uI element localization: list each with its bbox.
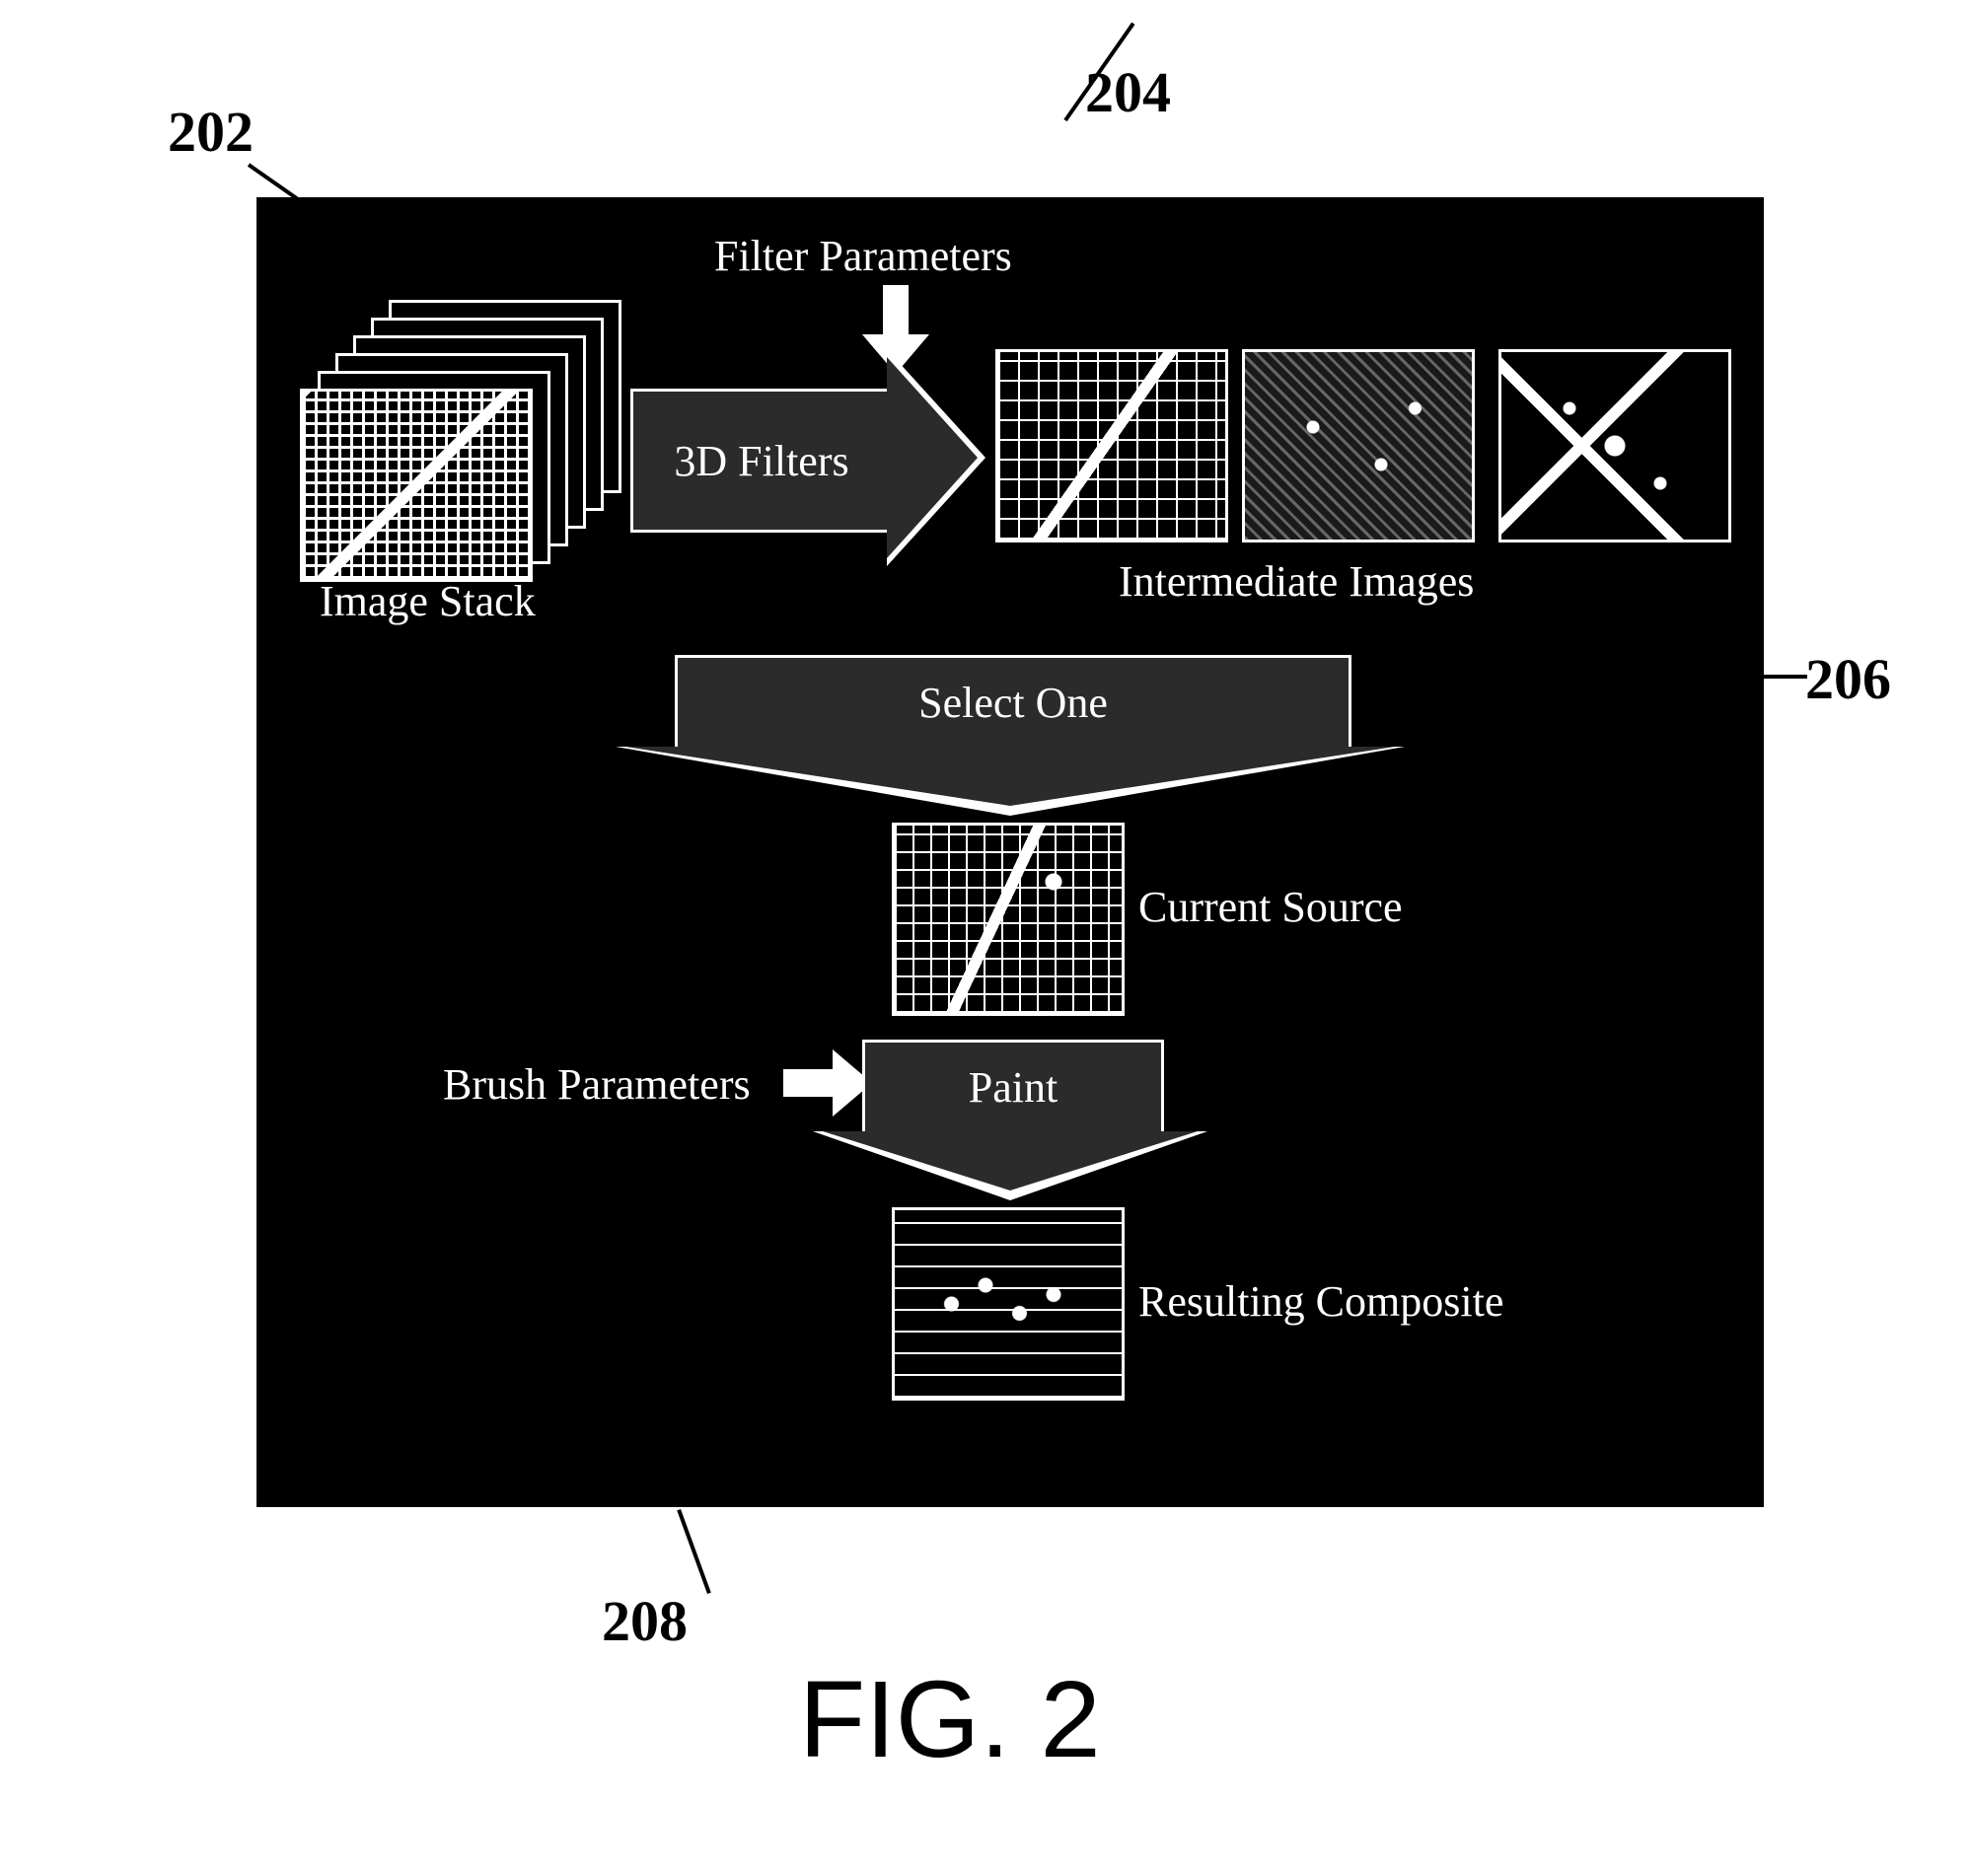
intermediate-thumb-1 bbox=[995, 349, 1228, 542]
label-image-stack: Image Stack bbox=[320, 576, 536, 626]
figure-caption: FIG. 2 bbox=[799, 1657, 1101, 1782]
label-brush-parameters: Brush Parameters bbox=[443, 1059, 751, 1110]
callout-208: 208 bbox=[602, 1588, 688, 1654]
page: 202 204 206 208 Filter Parameters Image … bbox=[0, 0, 1970, 1876]
label-select-one: Select One bbox=[918, 678, 1108, 728]
label-current-source: Current Source bbox=[1138, 882, 1403, 932]
intermediate-thumb-2 bbox=[1242, 349, 1475, 542]
leader-208 bbox=[677, 1509, 711, 1594]
diagram-panel: Filter Parameters Image Stack 3D Filters bbox=[256, 197, 1764, 1507]
label-intermediate-images: Intermediate Images bbox=[1119, 556, 1474, 607]
label-filter-parameters: Filter Parameters bbox=[714, 231, 1012, 281]
callout-202: 202 bbox=[168, 99, 254, 165]
resulting-composite-thumb bbox=[892, 1207, 1125, 1401]
intermediate-thumb-3 bbox=[1498, 349, 1731, 542]
label-resulting-composite: Resulting Composite bbox=[1138, 1276, 1503, 1327]
callout-206: 206 bbox=[1805, 646, 1891, 712]
leader-206 bbox=[1758, 675, 1807, 679]
current-source-thumb bbox=[892, 823, 1125, 1016]
label-paint: Paint bbox=[969, 1062, 1058, 1113]
label-3d-filters: 3D Filters bbox=[674, 436, 848, 486]
arrow-brush-parameters bbox=[783, 1049, 872, 1117]
